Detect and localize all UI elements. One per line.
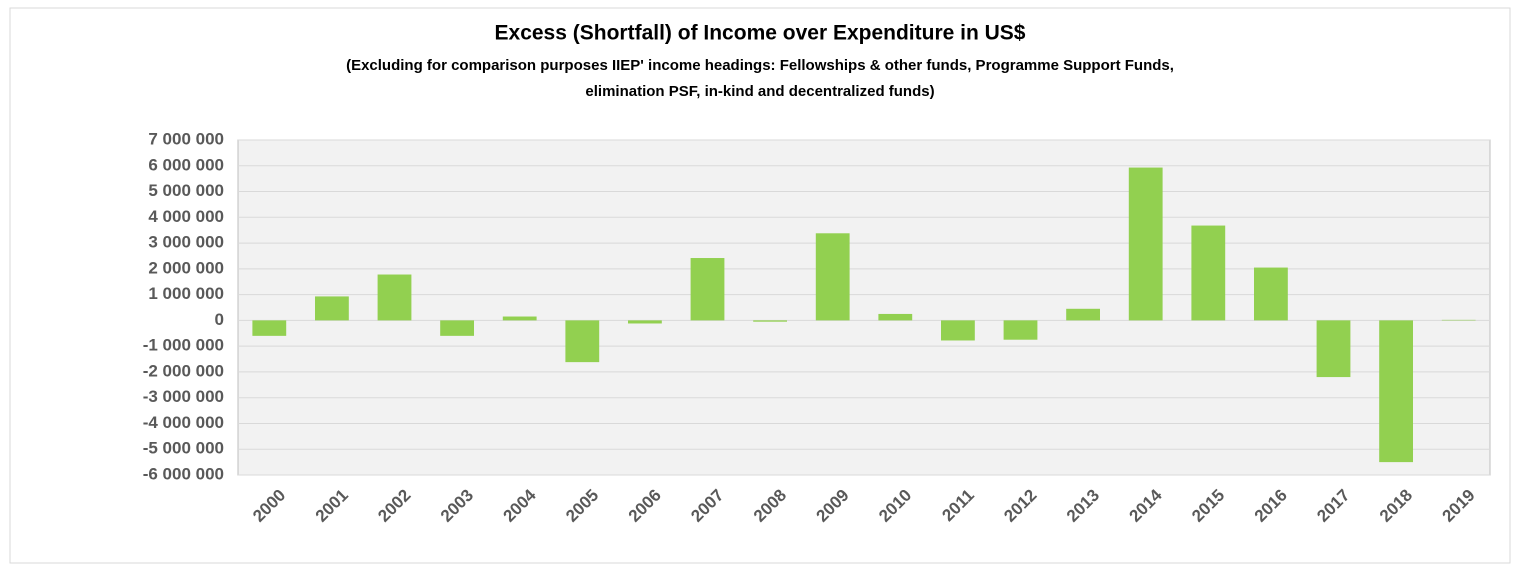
bar <box>440 320 475 336</box>
y-tick-label: 6 000 000 <box>148 155 224 174</box>
y-tick-label: -6 000 000 <box>143 464 224 483</box>
bar <box>1191 225 1226 321</box>
bar <box>1316 320 1351 378</box>
bar <box>815 233 850 321</box>
y-tick-label: 7 000 000 <box>148 129 224 148</box>
bar <box>627 320 662 324</box>
bar <box>252 320 287 336</box>
bar <box>314 296 349 321</box>
bar <box>502 316 537 321</box>
chart-title: Excess (Shortfall) of Income over Expend… <box>495 22 1026 45</box>
y-tick-label: -5 000 000 <box>143 439 224 458</box>
bar <box>1253 267 1288 321</box>
bar <box>1128 167 1163 321</box>
y-tick-label: -2 000 000 <box>143 361 224 380</box>
bar <box>878 313 913 321</box>
y-tick-label: 0 <box>215 310 224 329</box>
bar <box>1003 320 1038 340</box>
bar <box>940 320 975 341</box>
y-tick-label: 2 000 000 <box>148 258 224 277</box>
y-tick-label: -1 000 000 <box>143 336 224 355</box>
bar <box>565 320 600 363</box>
chart-subtitle: (Excluding for comparison purposes IIEP'… <box>346 57 1174 74</box>
y-tick-label: 5 000 000 <box>148 181 224 200</box>
bar <box>690 258 725 321</box>
bar <box>753 320 788 322</box>
y-tick-label: -4 000 000 <box>143 413 224 432</box>
bar <box>1441 319 1476 321</box>
plot-area <box>237 139 1491 476</box>
y-tick-label: -3 000 000 <box>143 387 224 406</box>
y-tick-label: 1 000 000 <box>148 284 224 303</box>
bar <box>1066 308 1101 321</box>
bar <box>377 274 412 321</box>
y-tick-label: 3 000 000 <box>148 233 224 252</box>
chart-subtitle: elimination PSF, in-kind and decentraliz… <box>585 83 934 100</box>
bar <box>1379 320 1414 463</box>
y-tick-label: 4 000 000 <box>148 207 224 226</box>
